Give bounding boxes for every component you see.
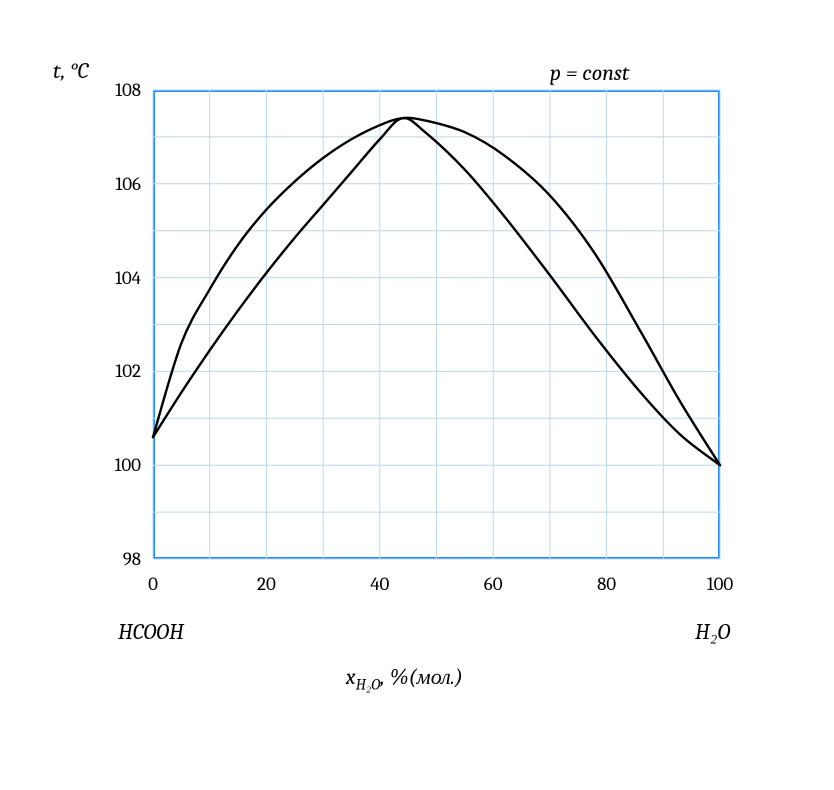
y-tick-label: 98	[123, 548, 141, 570]
y-tick-label: 106	[115, 173, 141, 195]
x-axis-left-endpoint: HCOOH	[118, 619, 184, 645]
y-axis-title: t, °C	[53, 58, 88, 84]
x-tick-label: 80	[592, 573, 622, 595]
x-tick-label: 20	[251, 573, 281, 595]
y-tick-label: 104	[115, 267, 141, 289]
x-axis-right-endpoint-text: H₂O	[695, 619, 730, 645]
x-tick-label: 100	[705, 573, 735, 595]
y-tick-label: 100	[114, 454, 141, 476]
series-liquid	[153, 118, 720, 465]
x-axis-title: xH₂O, %(мол.)	[346, 664, 463, 694]
x-axis-right-endpoint: H₂O	[695, 619, 730, 645]
x-axis-left-endpoint-text: HCOOH	[118, 619, 184, 645]
x-tick-label: 40	[365, 573, 395, 595]
y-tick-label: 108	[115, 79, 141, 101]
pressure-annotation: p = const	[550, 60, 630, 86]
chart-canvas: t, °C p = const HCOOH H₂O xH₂O, %(мол.) …	[0, 0, 834, 790]
series-vapor	[153, 118, 720, 465]
x-axis-title-suffix: , %(мол.)	[380, 664, 463, 690]
x-axis-title-var: x	[346, 664, 356, 690]
x-tick-label: 0	[138, 573, 168, 595]
x-tick-label: 60	[478, 573, 508, 595]
y-tick-label: 102	[115, 360, 141, 382]
pressure-annotation-text: p = const	[550, 60, 630, 86]
x-axis-title-sub: H₂O	[356, 675, 381, 693]
y-axis-title-text: t, °C	[53, 58, 88, 84]
